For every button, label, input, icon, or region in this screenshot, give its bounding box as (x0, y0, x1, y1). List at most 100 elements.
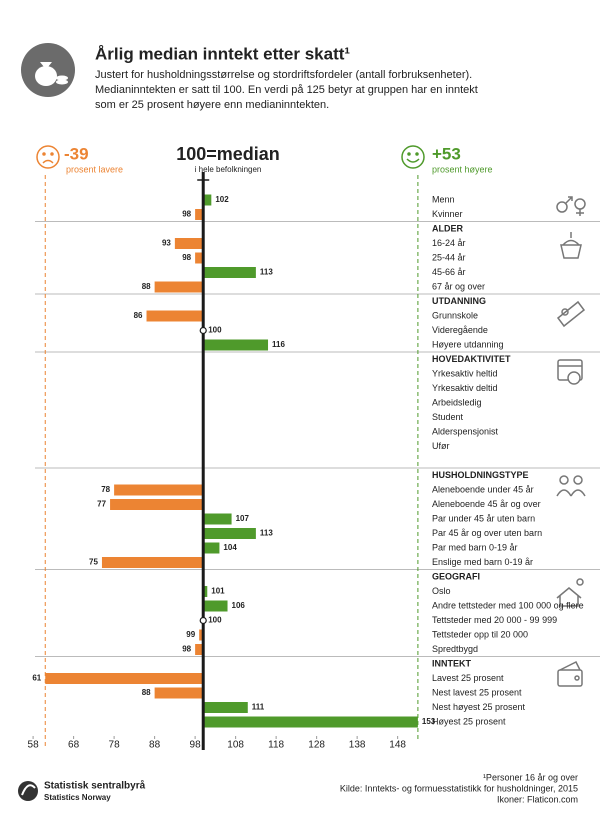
bar (154, 687, 204, 699)
logo: Statistisk sentralbyrå Statistics Norway (18, 780, 146, 802)
row-label: Lavest 25 prosent (432, 673, 504, 683)
bar (203, 702, 248, 713)
bar (203, 542, 220, 554)
value-label: 88 (142, 282, 151, 291)
x-tick-label: 128 (308, 740, 325, 751)
x-tick-label: 68 (68, 740, 80, 751)
x-tick-label: 78 (109, 740, 121, 751)
row-label: 16-24 år (432, 238, 466, 248)
bar (101, 557, 204, 568)
bar (195, 644, 204, 655)
x-tick-label: 98 (190, 740, 202, 751)
row-label: 25-44 år (432, 252, 466, 262)
row-label: Oslo (432, 586, 451, 596)
value-label: 61 (32, 674, 41, 683)
x-tick-label: 138 (349, 740, 366, 751)
bar (174, 238, 204, 249)
bar (203, 267, 256, 278)
row-label: Ufør (432, 441, 450, 451)
row-label: 67 år og over (432, 281, 485, 291)
median-dot (199, 326, 207, 335)
row-label: Arbeidsledig (432, 397, 482, 407)
value-label: 93 (162, 239, 171, 248)
bar (203, 586, 208, 597)
bar (203, 339, 269, 351)
group-icons (556, 196, 586, 687)
group-header: UTDANNING (432, 296, 486, 306)
value-label: 153 (422, 717, 436, 726)
value-label: 100 (208, 326, 222, 335)
value-label: 77 (97, 500, 106, 509)
x-tick-label: 108 (227, 740, 244, 751)
value-label: 106 (232, 601, 246, 610)
bar (45, 673, 204, 684)
group-header: GEOGRAFI (432, 571, 480, 581)
credits: Ikoner: Flaticon.com (497, 794, 578, 804)
value-label: 102 (215, 195, 229, 204)
value-label: 116 (272, 340, 285, 349)
group-header: INNTEKT (432, 658, 471, 668)
row-label: Par under 45 år uten barn (432, 513, 535, 523)
value-label: 113 (260, 529, 273, 538)
x-tick-label: 58 (28, 740, 40, 751)
row-label: Student (432, 412, 464, 422)
bar (110, 499, 204, 510)
low-label: -39 (64, 144, 89, 163)
row-label: Spredtbygd (432, 644, 478, 654)
subtitle: Justert for husholdningsstørrelse og sto… (95, 69, 472, 81)
title: Årlig median inntekt etter skatt¹ (95, 44, 350, 63)
bar (203, 528, 256, 539)
value-label: 107 (236, 514, 250, 523)
bar (195, 252, 204, 264)
row-label: Par med barn 0-19 år (432, 542, 518, 552)
row-label: Høyest 25 prosent (432, 716, 506, 726)
row-label: Alderspensjonist (432, 426, 499, 436)
group-header: HOVEDAKTIVITET (432, 354, 511, 364)
row-label: Andre tettsteder med 100 000 og flere (432, 600, 584, 610)
value-label: 78 (101, 485, 110, 494)
subtitle: som er 25 prosent høyere enn medianinnte… (95, 99, 329, 111)
value-label: 86 (134, 311, 143, 320)
x-tick-label: 88 (149, 740, 161, 751)
footnote: ¹Personer 16 år og over (483, 772, 578, 782)
row-label: Par 45 år og over uten barn (432, 528, 542, 538)
title-icon (21, 43, 75, 97)
bar (154, 281, 204, 293)
value-label: 99 (186, 630, 195, 639)
source: Kilde: Inntekts- og formuesstatistikk fo… (340, 783, 578, 793)
row-label: Høyere utdanning (432, 339, 504, 349)
happy-face (401, 145, 425, 169)
row-label: Aleneboende 45 år og over (432, 499, 541, 509)
row-label: Menn (432, 194, 455, 204)
row-label: Enslige med barn 0-19 år (432, 557, 533, 567)
median-label: 100=median (176, 144, 280, 164)
logo-sub: Statistics Norway (44, 793, 111, 802)
value-label: 98 (182, 645, 191, 654)
x-tick-label: 148 (389, 740, 406, 751)
value-label: 104 (223, 543, 237, 552)
bar (203, 716, 418, 728)
row-label: Tettsteder opp til 20 000 (432, 629, 528, 639)
x-tick-label: 118 (268, 740, 284, 751)
row-label: Aleneboende under 45 år (432, 484, 534, 494)
row-label: Tettsteder med 20 000 - 99 999 (432, 615, 557, 625)
value-label: 111 (252, 703, 265, 712)
row-label: Yrkesaktiv heltid (432, 368, 498, 378)
bar (114, 484, 204, 496)
group-header: HUSHOLDNINGSTYPE (432, 470, 529, 480)
row-label: 45-66 år (432, 267, 466, 277)
value-label: 113 (260, 268, 273, 277)
row-label: Videregående (432, 325, 488, 335)
value-label: 101 (211, 587, 225, 596)
bar (203, 513, 232, 525)
sad-face (36, 145, 60, 169)
logo-name: Statistisk sentralbyrå (44, 780, 146, 792)
high-caption: prosent høyere (432, 164, 493, 174)
value-label: 98 (182, 253, 191, 262)
median-dot (199, 616, 207, 625)
value-label: 100 (208, 616, 222, 625)
subtitle: Medianinntekten er satt til 100. En verd… (95, 84, 478, 96)
row-label: Yrkesaktiv deltid (432, 383, 498, 393)
row-label: Kvinner (432, 209, 463, 219)
